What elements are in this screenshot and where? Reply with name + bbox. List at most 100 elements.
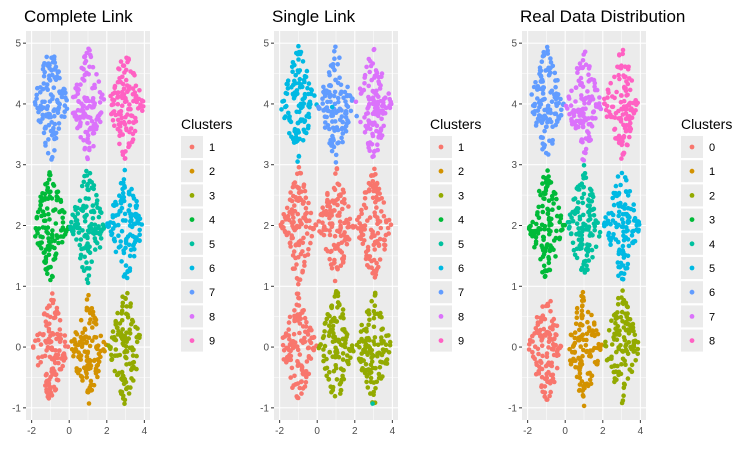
data-point xyxy=(49,273,55,279)
data-point xyxy=(292,266,298,271)
data-point xyxy=(327,349,333,355)
data-point xyxy=(54,305,60,311)
data-point xyxy=(578,107,584,113)
data-point xyxy=(88,358,93,364)
data-point xyxy=(303,369,309,374)
data-point xyxy=(72,204,78,210)
data-point xyxy=(620,47,626,53)
data-point xyxy=(579,293,584,299)
data-point xyxy=(574,310,580,315)
data-point xyxy=(350,96,355,101)
legend-key xyxy=(438,241,444,247)
data-point xyxy=(281,225,286,230)
data-point xyxy=(290,69,295,74)
data-point xyxy=(548,245,554,251)
data-point xyxy=(340,351,346,356)
data-point xyxy=(581,212,586,218)
data-point xyxy=(552,336,557,341)
data-point xyxy=(581,403,587,409)
data-point xyxy=(72,214,78,220)
data-point xyxy=(122,211,128,217)
data-point xyxy=(629,233,635,238)
data-point xyxy=(123,240,129,246)
legend-item: 2 xyxy=(681,184,715,207)
data-point xyxy=(618,343,623,348)
data-point xyxy=(541,251,547,257)
data-point xyxy=(39,246,44,251)
data-point xyxy=(42,61,47,66)
data-point xyxy=(335,108,341,114)
data-point xyxy=(546,345,551,350)
data-point xyxy=(365,244,371,250)
legend-item: 3 xyxy=(430,184,464,207)
data-point xyxy=(51,208,56,213)
data-point xyxy=(295,395,301,401)
y-tick-label: 0 xyxy=(511,343,517,354)
data-point xyxy=(371,392,376,398)
data-point xyxy=(338,193,343,199)
data-point xyxy=(137,238,142,243)
data-point xyxy=(581,191,587,197)
data-point xyxy=(131,365,137,371)
data-point xyxy=(48,374,53,380)
data-point xyxy=(535,84,541,89)
data-point xyxy=(44,82,50,87)
data-point xyxy=(336,337,341,343)
data-point xyxy=(333,77,338,83)
data-point xyxy=(87,310,93,316)
data-point xyxy=(123,218,128,223)
data-point xyxy=(383,342,389,348)
data-point xyxy=(63,355,68,361)
data-point xyxy=(544,351,550,356)
data-point xyxy=(375,240,380,246)
data-point xyxy=(34,92,39,98)
data-point xyxy=(303,211,308,217)
data-point xyxy=(530,339,535,344)
data-point xyxy=(334,125,340,130)
data-point xyxy=(340,260,346,265)
data-point xyxy=(56,121,62,126)
data-point xyxy=(589,188,594,193)
legend-label: 4 xyxy=(709,239,715,251)
data-point xyxy=(110,329,116,334)
data-point xyxy=(115,372,120,377)
data-point xyxy=(134,339,140,345)
data-point xyxy=(298,117,304,122)
data-point xyxy=(291,331,297,337)
data-point xyxy=(47,194,53,199)
data-point xyxy=(89,119,95,124)
data-point xyxy=(375,342,381,348)
data-point xyxy=(318,212,324,218)
data-point xyxy=(38,342,44,347)
data-point xyxy=(291,249,297,254)
data-point xyxy=(366,256,372,262)
data-point xyxy=(119,197,124,203)
data-point xyxy=(300,270,305,275)
data-point xyxy=(533,80,538,85)
legend-key xyxy=(189,289,195,295)
data-point xyxy=(306,91,311,97)
data-point xyxy=(384,357,390,362)
data-point xyxy=(378,127,384,132)
data-point xyxy=(61,86,67,92)
legend-item: 3 xyxy=(681,208,715,231)
data-point xyxy=(353,224,358,229)
data-point xyxy=(108,220,113,225)
data-point xyxy=(604,114,610,119)
data-point xyxy=(337,219,343,224)
data-point xyxy=(294,262,299,267)
data-point xyxy=(370,179,376,184)
data-point xyxy=(297,68,303,73)
data-point xyxy=(586,227,591,232)
data-point xyxy=(617,76,622,82)
data-point xyxy=(580,289,586,295)
data-point xyxy=(360,339,366,344)
data-point xyxy=(357,358,363,363)
data-point xyxy=(46,177,52,182)
data-point xyxy=(536,371,542,376)
data-point xyxy=(279,107,284,112)
data-point xyxy=(290,385,295,391)
data-point xyxy=(552,70,558,76)
data-point xyxy=(115,101,121,107)
data-point xyxy=(548,389,553,395)
